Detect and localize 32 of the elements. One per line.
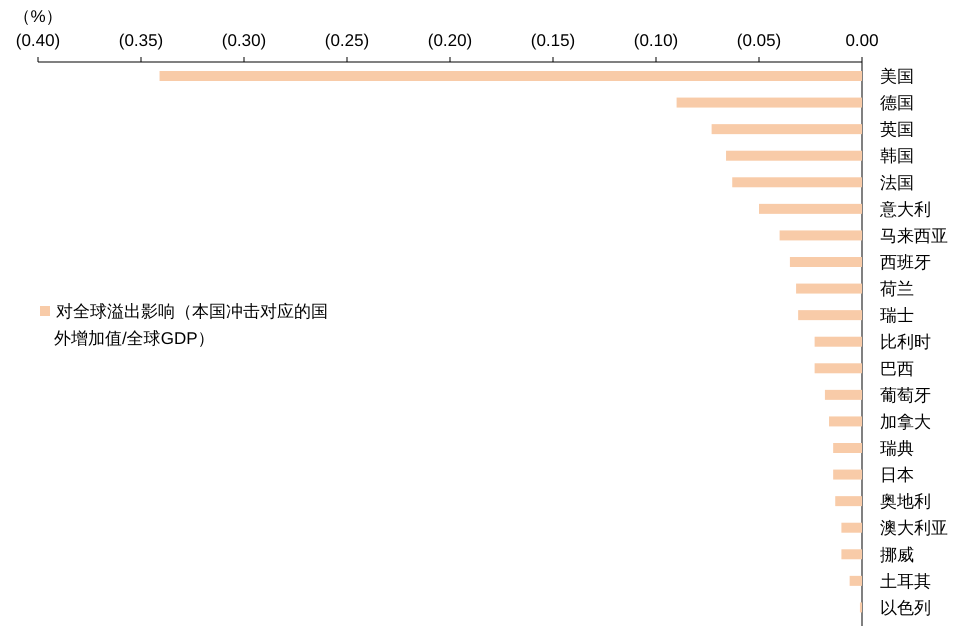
legend-label: 对全球溢出影响（本国冲击对应的国外增加值/全球GDP） (54, 302, 328, 348)
y-tick-label: 瑞士 (880, 306, 914, 326)
y-tick-label: 美国 (880, 67, 914, 86)
y-tick-label: 韩国 (880, 146, 914, 166)
x-tick-label: (0.35) (118, 31, 164, 50)
x-tick-label: (0.40) (16, 31, 60, 50)
y-tick-label: 英国 (880, 120, 914, 140)
y-tick-label: 挪威 (880, 545, 914, 564)
y-tick-label: 瑞典 (880, 439, 914, 458)
y-tick-label: 加拿大 (880, 412, 931, 432)
y-tick-label: 以色列 (880, 598, 931, 618)
x-tick-label: (0.30) (222, 31, 266, 50)
y-tick-label: 荷兰 (880, 280, 914, 299)
x-axis-title: （%） (13, 7, 63, 26)
y-tick-label: 比利时 (880, 332, 931, 352)
y-tick-label: 意大利 (879, 200, 931, 219)
y-tick-label: 葡萄牙 (880, 386, 931, 405)
x-tick-label: 0.00 (845, 31, 879, 50)
y-tick-label: 澳大利亚 (880, 518, 948, 538)
y-tick-label: 西班牙 (880, 253, 931, 272)
x-tick-label: (0.15) (530, 31, 576, 50)
y-tick-label: 德国 (880, 94, 914, 113)
y-tick-label: 巴西 (880, 359, 914, 378)
y-tick-label: 奥地利 (880, 492, 931, 512)
y-tick-label: 土耳其 (880, 572, 931, 591)
y-tick-label: 日本 (880, 466, 914, 485)
x-tick-label: (0.25) (324, 31, 370, 50)
x-tick-label: (0.05) (736, 31, 782, 50)
x-tick-label: (0.10) (634, 31, 678, 50)
y-tick-label: 马来西亚 (880, 226, 948, 246)
y-tick-label: 法国 (880, 173, 914, 192)
x-tick-label: (0.20) (428, 31, 472, 50)
